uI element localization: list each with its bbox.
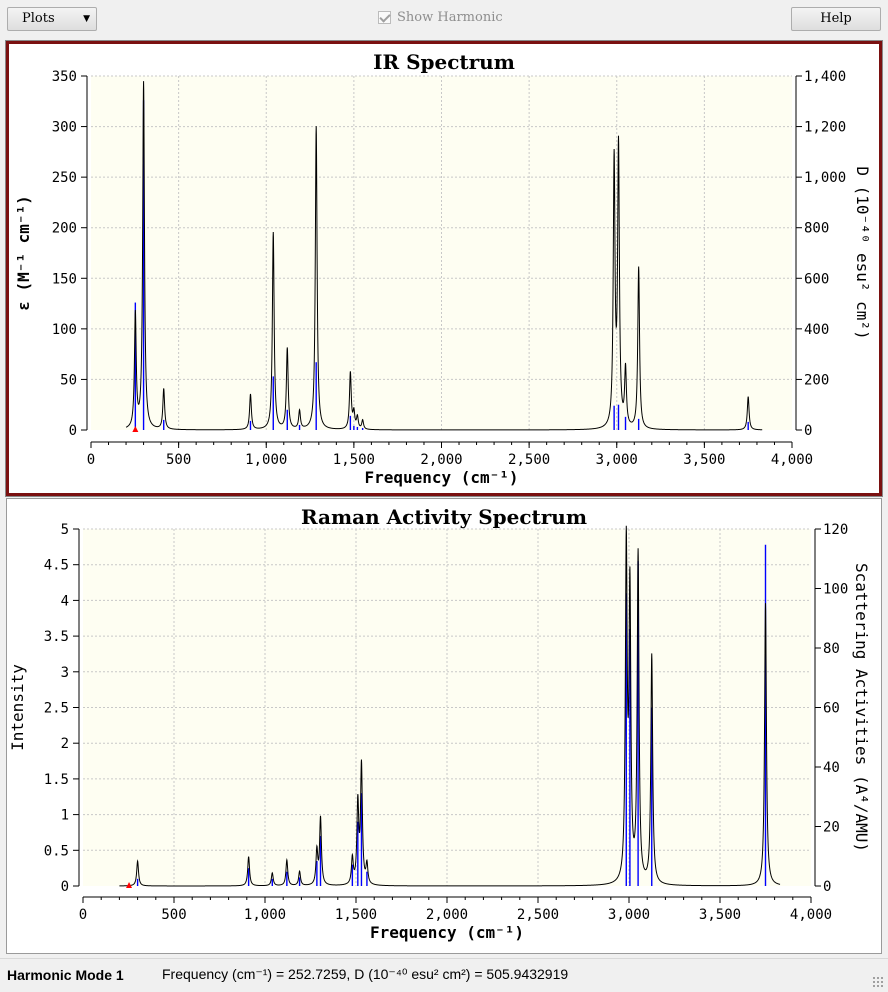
y-tick-label: 1.5 bbox=[44, 772, 69, 788]
y-right-axis-label: D (10⁻⁴⁰ esu² cm²) bbox=[853, 166, 872, 339]
x-tick-label: 500 bbox=[161, 907, 186, 923]
y-tick-label: 250 bbox=[52, 170, 77, 186]
y-right-axis-label: Scattering Activities (A⁴/AMU) bbox=[852, 563, 871, 852]
x-tick-label: 3,500 bbox=[683, 452, 725, 468]
show-harmonic-label: Show Harmonic bbox=[397, 10, 503, 25]
y-right-tick-label: 120 bbox=[823, 522, 848, 538]
selected-mode-marker bbox=[126, 882, 133, 888]
y-right-tick-label: 80 bbox=[823, 641, 840, 657]
x-tick-label: 3,000 bbox=[596, 452, 638, 468]
y-right-tick-label: 0 bbox=[823, 879, 831, 895]
x-tick-label: 500 bbox=[166, 452, 191, 468]
y-tick-label: 4.5 bbox=[44, 558, 69, 574]
y-right-tick-label: 60 bbox=[823, 701, 840, 717]
y-right-tick-label: 600 bbox=[804, 271, 829, 287]
x-tick-label: 4,000 bbox=[771, 452, 813, 468]
y-axis-label: ε (M⁻¹ cm⁻¹) bbox=[14, 195, 33, 311]
ir-chart-title: IR Spectrum bbox=[373, 50, 515, 74]
y-right-tick-label: 40 bbox=[823, 760, 840, 776]
y-right-tick-label: 100 bbox=[823, 582, 848, 598]
spectrum-line bbox=[125, 81, 763, 431]
x-tick-label: 3,500 bbox=[699, 907, 741, 923]
x-tick-label: 1,000 bbox=[245, 452, 287, 468]
y-right-tick-label: 400 bbox=[804, 322, 829, 338]
x-axis-label: Frequency (cm⁻¹) bbox=[370, 923, 524, 942]
plots-label: Plots bbox=[22, 11, 55, 26]
plots-dropdown-button[interactable]: Plots ▼ bbox=[7, 7, 97, 31]
y-right-tick-label: 1,400 bbox=[804, 69, 846, 85]
raman-spectrum-chart[interactable]: 0 500 1,000 1,500 2,000 2,500 3,000 3,500 4,0000… bbox=[7, 499, 881, 953]
frequency-info: Frequency (cm⁻¹) = 252.7259, D (10⁻⁴⁰ es… bbox=[162, 966, 569, 982]
x-tick-label: 1,500 bbox=[333, 452, 375, 468]
y-tick-label: 4 bbox=[61, 593, 69, 609]
ir-spectrum-panel[interactable]: IR Spectrum 0 500 1,000 1,500 2,000 2,500 3,00… bbox=[5, 40, 883, 497]
y-right-tick-label: 20 bbox=[823, 820, 840, 836]
raman-chart-title: Raman Activity Spectrum bbox=[300, 505, 588, 529]
y-tick-label: 0 bbox=[61, 879, 69, 895]
help-button[interactable]: Help bbox=[791, 7, 881, 31]
y-tick-label: 3 bbox=[61, 665, 69, 681]
y-tick-label: 3.5 bbox=[44, 629, 69, 645]
y-right-tick-label: 0 bbox=[804, 423, 812, 439]
ir-spectrum-chart[interactable]: 0 500 1,000 1,500 2,000 2,500 3,000 3,500 4,0000… bbox=[9, 44, 879, 493]
y-tick-label: 5 bbox=[61, 522, 69, 538]
x-tick-label: 0 bbox=[87, 452, 95, 468]
resize-grip-icon[interactable] bbox=[872, 976, 884, 988]
mode-label: Harmonic Mode 1 bbox=[7, 967, 124, 983]
x-tick-label: 4,000 bbox=[790, 907, 832, 923]
checkmark-icon bbox=[378, 11, 391, 24]
y-tick-label: 50 bbox=[60, 372, 77, 388]
x-tick-label: 2,000 bbox=[426, 907, 468, 923]
x-tick-label: 2,500 bbox=[517, 907, 559, 923]
x-axis-label: Frequency (cm⁻¹) bbox=[364, 468, 518, 487]
spectrum-line bbox=[119, 525, 781, 887]
x-tick-label: 1,000 bbox=[244, 907, 286, 923]
x-tick-label: 0 bbox=[79, 907, 87, 923]
status-bar: Harmonic Mode 1 Frequency (cm⁻¹) = 252.7… bbox=[0, 958, 888, 992]
y-tick-label: 2.5 bbox=[44, 701, 69, 717]
y-tick-label: 0 bbox=[69, 423, 77, 439]
y-tick-label: 1 bbox=[61, 808, 69, 824]
y-right-tick-label: 800 bbox=[804, 221, 829, 237]
y-tick-label: 0.5 bbox=[44, 843, 69, 859]
y-tick-label: 150 bbox=[52, 271, 77, 287]
y-tick-label: 300 bbox=[52, 120, 77, 136]
x-tick-label: 2,000 bbox=[420, 452, 462, 468]
y-right-tick-label: 200 bbox=[804, 372, 829, 388]
dropdown-arrow-icon: ▼ bbox=[83, 14, 90, 24]
y-tick-label: 2 bbox=[61, 736, 69, 752]
y-tick-label: 350 bbox=[52, 69, 77, 85]
y-tick-label: 100 bbox=[52, 322, 77, 338]
x-tick-label: 1,500 bbox=[335, 907, 377, 923]
selected-mode-marker bbox=[132, 426, 139, 432]
raman-spectrum-panel[interactable]: Raman Activity Spectrum 0 500 1,000 1,500 2,… bbox=[6, 498, 882, 954]
x-tick-label: 2,500 bbox=[508, 452, 550, 468]
x-tick-label: 3,000 bbox=[608, 907, 650, 923]
y-right-tick-label: 1,200 bbox=[804, 120, 846, 136]
y-right-tick-label: 1,000 bbox=[804, 170, 846, 186]
y-tick-label: 200 bbox=[52, 221, 77, 237]
show-harmonic-checkbox[interactable]: Show Harmonic bbox=[378, 10, 503, 25]
y-axis-label: Intensity bbox=[8, 664, 27, 751]
